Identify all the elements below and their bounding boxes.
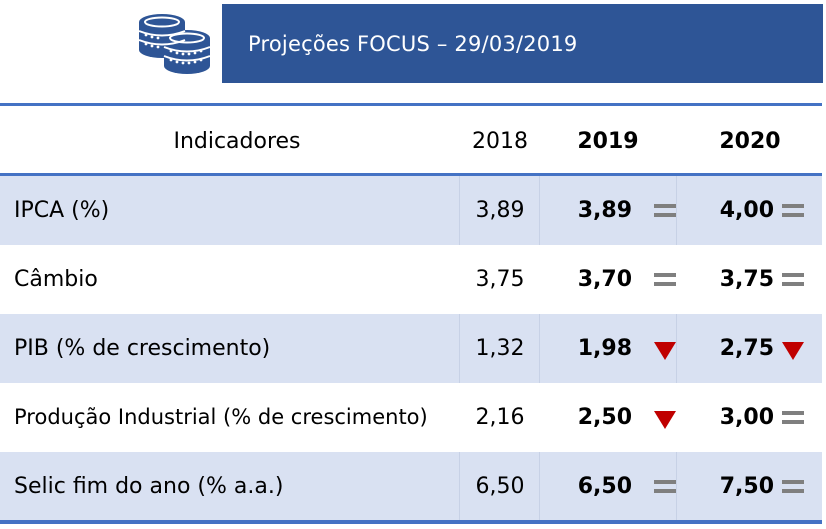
header-2018: 2018 <box>472 129 528 154</box>
value-2019: 3,70 <box>577 267 632 292</box>
indicator-name: Selic fim do ano (% a.a.) <box>14 474 284 499</box>
table-header: Indicadores 2018 2019 2020 <box>0 106 822 173</box>
equal-icon <box>654 273 676 286</box>
header-rule <box>0 173 822 176</box>
value-2018: 2,16 <box>475 405 525 430</box>
equal-icon <box>654 204 676 217</box>
trend-indicator <box>652 452 678 521</box>
down-arrow-icon <box>782 341 804 360</box>
trend-indicator <box>652 245 678 314</box>
coins-icon <box>132 12 218 76</box>
value-2019: 6,50 <box>577 474 632 499</box>
down-arrow-icon <box>654 341 676 360</box>
value-2018: 3,89 <box>475 198 525 223</box>
trend-indicator <box>652 314 678 383</box>
table-row: Produção Industrial (% de crescimento) 2… <box>0 383 822 452</box>
trend-indicator <box>780 383 806 452</box>
equal-icon <box>782 273 804 286</box>
table-bottom-rule <box>0 520 822 524</box>
equal-icon <box>782 204 804 217</box>
value-2019: 3,89 <box>577 198 632 223</box>
value-2019: 2,50 <box>577 405 632 430</box>
indicator-name: Produção Industrial (% de crescimento) <box>14 405 428 429</box>
title-banner: Projeções FOCUS – 29/03/2019 <box>222 4 823 83</box>
trend-indicator <box>780 176 806 245</box>
value-2018: 6,50 <box>475 474 525 499</box>
table-row: IPCA (%) 3,89 3,89 4,00 <box>0 176 822 245</box>
value-2020: 2,75 <box>719 336 774 361</box>
table-top-rule <box>0 103 822 106</box>
trend-indicator <box>780 314 806 383</box>
indicator-name: Câmbio <box>14 267 98 292</box>
equal-icon <box>782 411 804 424</box>
equal-icon <box>654 480 676 493</box>
value-2020: 4,00 <box>719 198 774 223</box>
header-2019: 2019 <box>577 129 639 154</box>
trend-indicator <box>780 245 806 314</box>
table-row: Câmbio 3,75 3,70 3,75 <box>0 245 822 314</box>
value-2019: 1,98 <box>577 336 632 361</box>
value-2020: 3,00 <box>719 405 774 430</box>
page-title: Projeções FOCUS – 29/03/2019 <box>248 31 578 56</box>
header-indicators: Indicadores <box>173 129 301 154</box>
indicator-name: IPCA (%) <box>14 198 110 223</box>
value-2018: 1,32 <box>475 336 525 361</box>
value-2018: 3,75 <box>475 267 525 292</box>
header-2020: 2020 <box>719 129 781 154</box>
trend-indicator <box>652 383 678 452</box>
projections-table: Indicadores 2018 2019 2020 IPCA (%) 3,89… <box>0 103 826 529</box>
indicator-name: PIB (% de crescimento) <box>14 336 271 361</box>
value-2020: 3,75 <box>719 267 774 292</box>
value-2020: 7,50 <box>719 474 774 499</box>
table-row: PIB (% de crescimento) 1,32 1,98 2,75 <box>0 314 822 383</box>
down-arrow-icon <box>654 410 676 429</box>
equal-icon <box>782 480 804 493</box>
table-row: Selic fim do ano (% a.a.) 6,50 6,50 7,50 <box>0 452 822 520</box>
trend-indicator <box>652 176 678 245</box>
trend-indicator <box>780 452 806 521</box>
